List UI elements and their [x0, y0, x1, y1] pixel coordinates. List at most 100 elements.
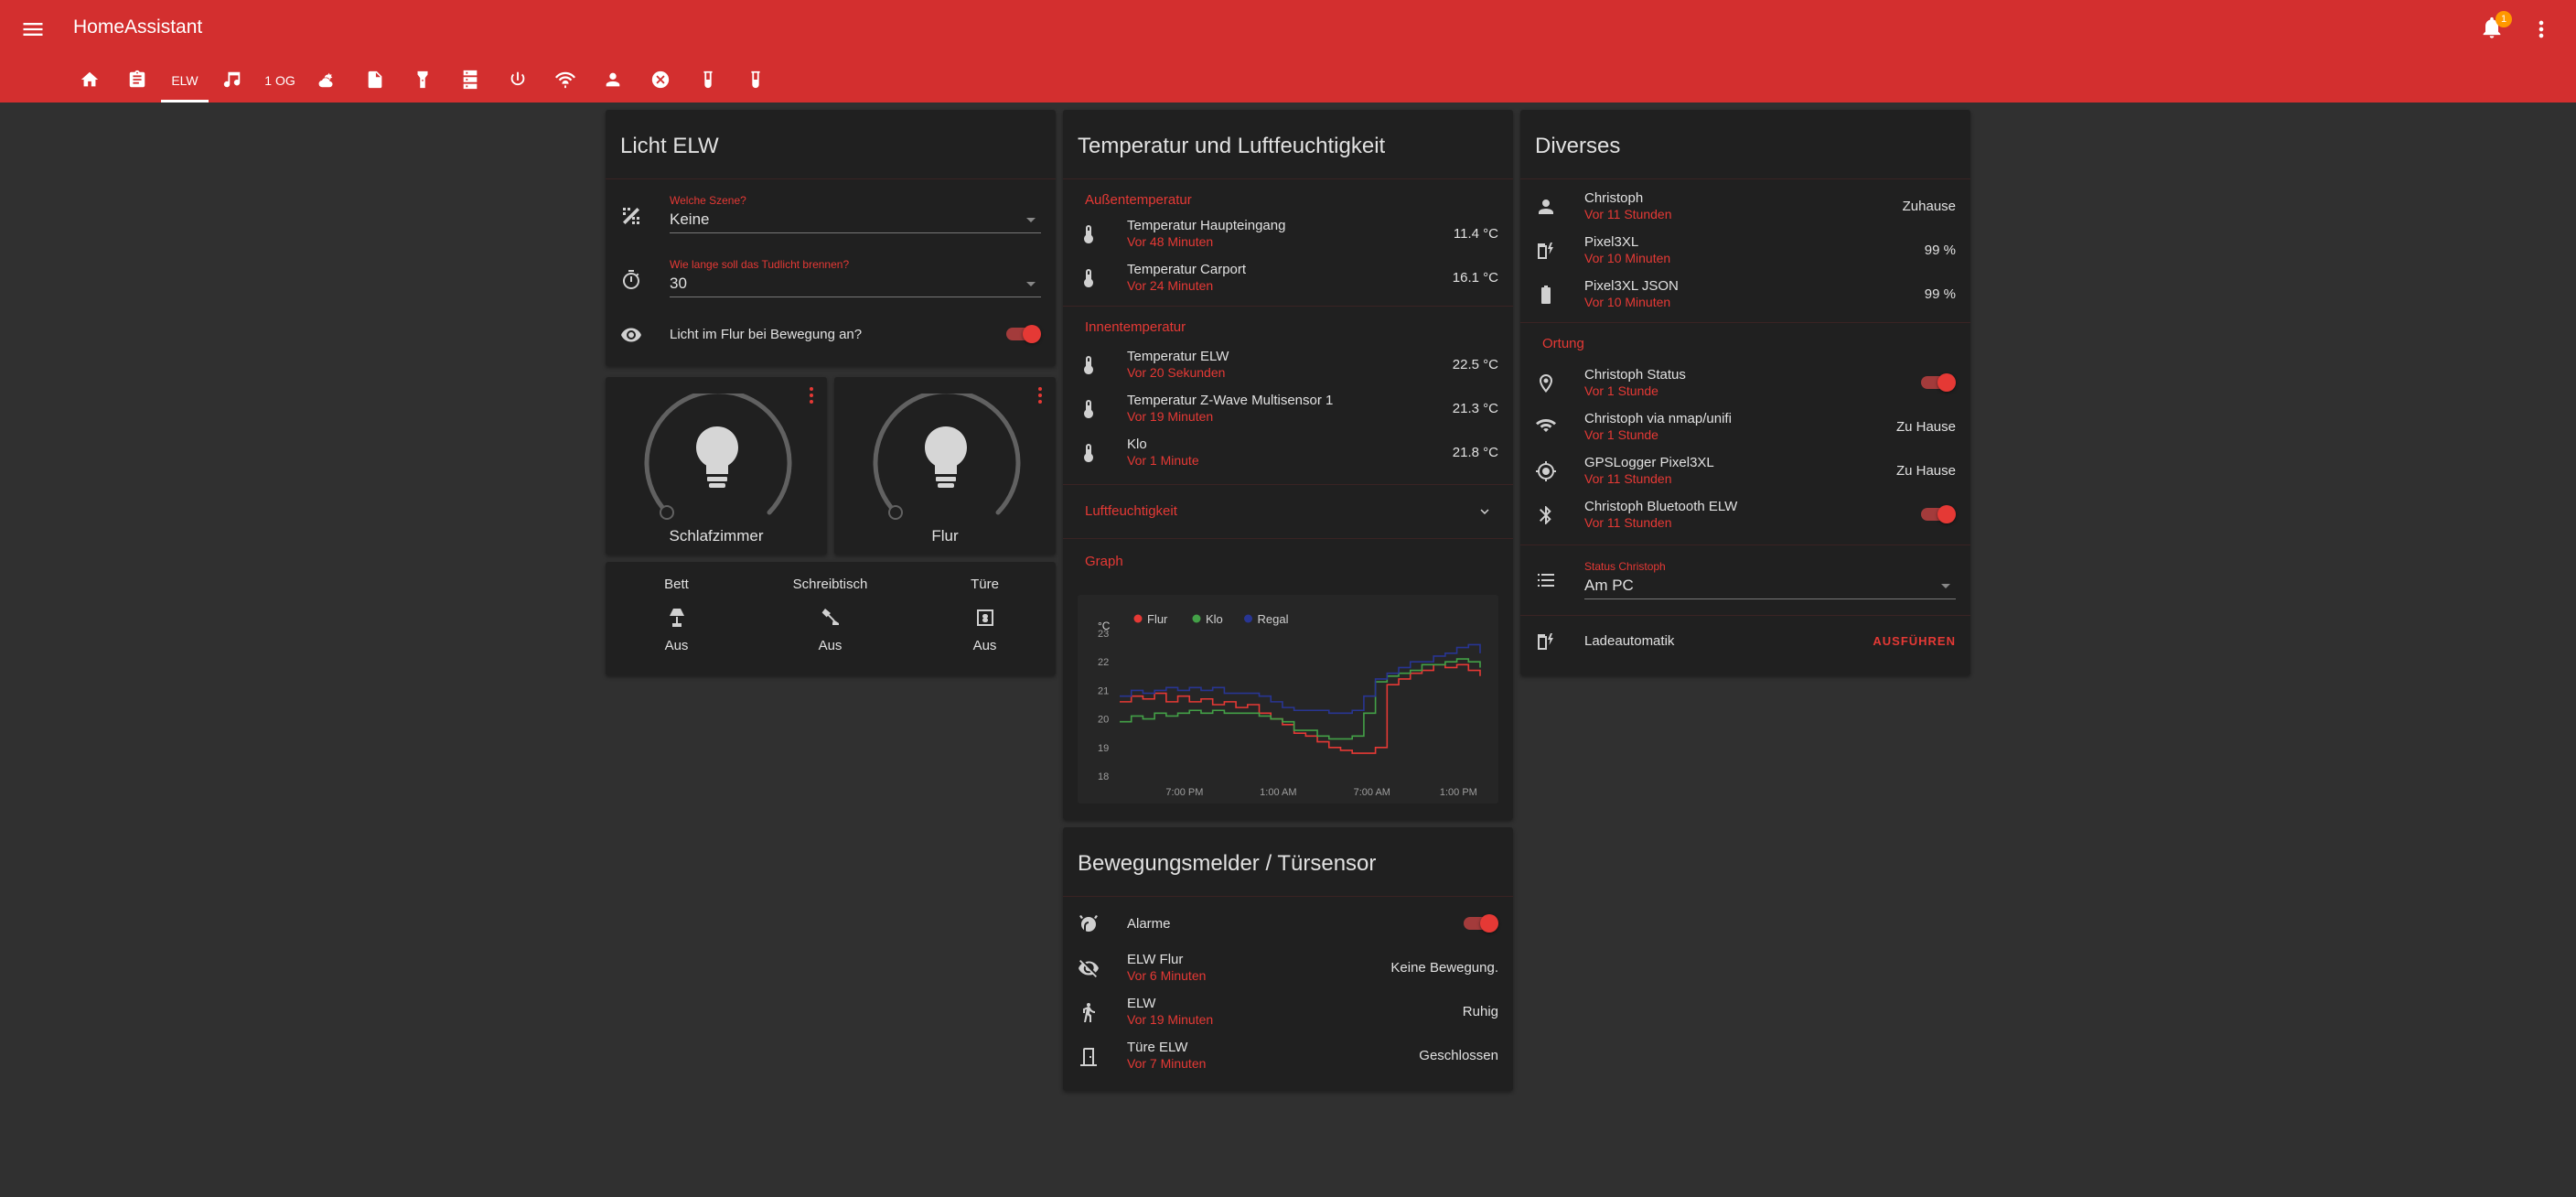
entity-row[interactable]: Alarme: [1063, 902, 1513, 946]
scene-select-row: Welche Szene? Keine: [606, 185, 1056, 249]
tab-1og[interactable]: 1 OG: [264, 73, 295, 88]
tab-file[interactable]: [351, 59, 399, 102]
entity-row[interactable]: GPSLogger Pixel3XL Vor 11 Stunden Zu Hau…: [1520, 449, 1970, 493]
y-tick-label: 20: [1098, 715, 1109, 726]
tab-test-tube-2[interactable]: [732, 59, 779, 102]
entity-row[interactable]: ELW Vor 19 Minuten Ruhig: [1063, 990, 1513, 1034]
entity-row[interactable]: ELW Flur Vor 6 Minuten Keine Bewegung.: [1063, 946, 1513, 990]
history-chart[interactable]: °C 18 19 20 21 22 23 7:00 PM 1:00 AM 7:00 AM 1:00 …: [1078, 595, 1498, 803]
entity-row[interactable]: Pixel3XL JSON Vor 10 Minuten 99 %: [1520, 273, 1970, 317]
entity-name: Christoph Bluetooth ELW: [1584, 499, 1738, 514]
status-select[interactable]: Status Christoph Am PC: [1584, 560, 1956, 599]
entity-state: 21.8 °C: [1452, 445, 1498, 460]
tab-clipboard[interactable]: [113, 59, 161, 102]
tab-access-point[interactable]: [542, 59, 589, 102]
y-tick-label: 23: [1098, 629, 1109, 640]
licht-card: Licht ELW Welche Szene? Keine Wie lange …: [606, 110, 1056, 366]
light-name[interactable]: Schlafzimmer: [669, 527, 764, 545]
motion-light-label: Licht im Flur bei Bewegung an?: [670, 327, 863, 342]
access-point-network-icon: [555, 70, 575, 92]
humidity-toggle-row[interactable]: Luftfeuchtigkeit: [1063, 485, 1513, 538]
ortung-section-label: Ortung: [1542, 336, 1584, 351]
tab-account[interactable]: [589, 59, 637, 102]
battery-charging-icon: [1535, 240, 1559, 264]
motion-light-toggle[interactable]: [1006, 325, 1041, 343]
thermometer-icon: [1078, 442, 1101, 466]
scene-select-text: Keine: [670, 210, 710, 228]
glance-item-bett[interactable]: Bett Aus: [606, 562, 746, 653]
entity-row[interactable]: Klo Vor 1 Minute 21.8 °C: [1063, 431, 1513, 475]
entity-name: ELW: [1127, 996, 1156, 1011]
dots-vertical-icon[interactable]: [1036, 386, 1045, 404]
glance-item-tuere[interactable]: Türe Aus: [915, 562, 1055, 653]
legend-marker: [1244, 614, 1252, 623]
entity-row[interactable]: Temperatur Carport Vor 24 Minuten 16.1 °…: [1063, 256, 1513, 300]
legend-marker: [1192, 614, 1201, 623]
entity-last-changed: Vor 10 Minuten: [1584, 251, 1671, 265]
entity-name: Klo: [1127, 437, 1147, 452]
entity-row[interactable]: Temperatur ELW Vor 20 Sekunden 22.5 °C: [1063, 343, 1513, 387]
glance-name: Türe: [971, 577, 999, 592]
entity-row[interactable]: Christoph Bluetooth ELW Vor 11 Stunden: [1520, 493, 1970, 537]
glance-state: Aus: [664, 638, 689, 653]
entity-row[interactable]: Türe ELW Vor 7 Minuten Geschlossen: [1063, 1034, 1513, 1078]
top-toolbar: HomeAssistant 1: [0, 0, 2576, 59]
brightness-slider[interactable]: [642, 394, 794, 531]
crosshairs-gps-icon: [1535, 460, 1559, 484]
duration-select[interactable]: Wie lange soll das Tudlicht brennen? 30: [670, 258, 1041, 297]
status-toggle[interactable]: [1921, 373, 1956, 392]
x-tick-label: 7:00 PM: [1165, 787, 1203, 798]
series-line-klo: [1120, 658, 1481, 740]
run-script-button[interactable]: AUSFÜHREN: [1873, 634, 1956, 648]
bluetooth-toggle[interactable]: [1921, 505, 1956, 523]
tab-elw[interactable]: ELW: [161, 59, 209, 102]
tab-close[interactable]: [637, 59, 684, 102]
tab-server[interactable]: [446, 59, 494, 102]
entity-row[interactable]: Temperatur Haupteingang Vor 48 Minuten 1…: [1063, 212, 1513, 256]
history-graph[interactable]: °C 18 19 20 21 22 23 7:00 PM 1:00 AM 7:00 AM 1:00 …: [1078, 595, 1498, 803]
light-name[interactable]: Flur: [931, 527, 959, 545]
lightbulb-icon[interactable]: [922, 425, 970, 491]
card-title: Temperatur und Luftfeuchtigkeit: [1063, 110, 1513, 179]
entity-name: Temperatur Haupteingang: [1127, 218, 1286, 233]
motion-light-row: Licht im Flur bei Bewegung an?: [606, 313, 1056, 357]
tab-test-tube-1[interactable]: [684, 59, 732, 102]
chevron-down-icon[interactable]: [1476, 503, 1493, 520]
scene-select-value[interactable]: Keine: [670, 210, 1041, 233]
x-tick-label: 1:00 PM: [1440, 787, 1477, 798]
status-select-row: Status Christoph Am PC: [1520, 545, 1970, 615]
entity-name: Ladeautomatik: [1584, 633, 1675, 649]
entity-row[interactable]: Temperatur Z-Wave Multisensor 1 Vor 19 M…: [1063, 387, 1513, 431]
dots-vertical-icon[interactable]: [2528, 16, 2554, 42]
tab-weather[interactable]: [304, 59, 351, 102]
entity-state: 16.1 °C: [1452, 270, 1498, 286]
tab-home[interactable]: [66, 59, 113, 102]
wifi-icon: [1535, 416, 1559, 440]
alarm-toggle[interactable]: [1464, 914, 1498, 933]
entity-row[interactable]: Christoph Status Vor 1 Stunde: [1520, 361, 1970, 405]
scene-select[interactable]: Welche Szene? Keine: [670, 194, 1041, 233]
diverses-card: Diverses Christoph Vor 11 Stunden Zuhaus…: [1520, 110, 1970, 675]
brightness-slider[interactable]: [871, 394, 1023, 531]
entity-last-changed: Vor 6 Minuten: [1127, 968, 1207, 983]
fan-icon: [974, 607, 996, 629]
glance-item-schreibtisch[interactable]: Schreibtisch Aus: [760, 562, 900, 653]
entity-state: Zuhause: [1902, 199, 1956, 214]
legend-label: Klo: [1206, 612, 1223, 626]
menu-icon[interactable]: [20, 16, 46, 42]
caret-down-icon: [1026, 218, 1036, 222]
card-title: Licht ELW: [606, 110, 1056, 179]
tab-power[interactable]: [494, 59, 542, 102]
glance-name: Bett: [664, 577, 689, 592]
tab-music[interactable]: [209, 59, 256, 102]
entity-row[interactable]: Pixel3XL Vor 10 Minuten 99 %: [1520, 229, 1970, 273]
dots-vertical-icon[interactable]: [807, 386, 816, 404]
status-select-value[interactable]: Am PC: [1584, 577, 1956, 599]
thermometer-icon: [1078, 398, 1101, 422]
lightbulb-icon[interactable]: [693, 425, 741, 491]
entity-row[interactable]: Christoph Vor 11 Stunden Zuhause: [1520, 185, 1970, 229]
tab-flashlight[interactable]: [399, 59, 446, 102]
duration-select-value[interactable]: 30: [670, 275, 1041, 297]
entity-row[interactable]: Christoph via nmap/unifi Vor 1 Stunde Zu…: [1520, 405, 1970, 449]
app-title: HomeAssistant: [73, 16, 203, 38]
